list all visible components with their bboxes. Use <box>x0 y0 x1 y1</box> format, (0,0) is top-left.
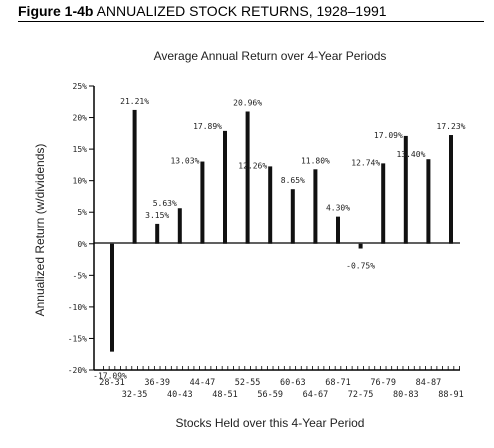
x-tick-label: 32-35 <box>122 390 148 400</box>
bar <box>155 223 160 244</box>
value-label: 17.09% <box>374 131 403 140</box>
value-label: -17.09% <box>93 372 127 381</box>
value-label: 20.96% <box>233 98 262 107</box>
bar <box>449 135 453 244</box>
y-tick-label: 15% <box>73 145 88 154</box>
y-axis-label: Annualized Return (w/dividends) <box>33 144 47 317</box>
value-label: 5.63% <box>153 199 177 208</box>
value-label: -0.75% <box>346 262 375 271</box>
y-tick-label: 10% <box>73 177 88 186</box>
value-label: 17.89% <box>193 122 222 131</box>
x-tick-label: 56-59 <box>257 390 283 400</box>
x-minor-ticks <box>103 366 460 370</box>
bar <box>403 135 408 244</box>
bar <box>223 130 227 244</box>
y-tick-label: -5% <box>73 271 88 280</box>
value-label: 13.03% <box>170 157 199 166</box>
y-tick-label: 20% <box>73 114 88 123</box>
x-tick-label: 52-55 <box>235 378 261 388</box>
figure-header: Figure 1-4b ANNUALIZED STOCK RETURNS, 19… <box>18 2 484 22</box>
y-tick-label: -10% <box>68 303 87 312</box>
x-tick-label: 64-67 <box>303 390 329 400</box>
y-ticks: 25% 20% 15% 10% 5% 0% -5% -10% -15% -20% <box>68 82 94 375</box>
value-label: 11.80% <box>301 156 330 165</box>
x-tick-label: 76-79 <box>370 378 396 388</box>
x-tick-label: 44-47 <box>190 378 216 388</box>
x-tick-label: 36-39 <box>144 378 170 388</box>
bar <box>177 208 182 244</box>
x-tick-label: 72-75 <box>348 390 374 400</box>
x-tick-label: 28-31 <box>99 378 125 388</box>
value-label: 12.26% <box>238 161 267 170</box>
chart-title: Average Annual Return over 4-Year Period… <box>154 49 387 63</box>
bar <box>268 166 273 244</box>
x-axis-label: Stocks Held over this 4-Year Period <box>176 416 365 430</box>
value-label: 4.30% <box>326 204 350 213</box>
bar <box>200 161 205 244</box>
value-label: 13.40% <box>396 150 425 159</box>
bar <box>110 243 114 352</box>
bar <box>313 169 318 244</box>
y-tick-label: 5% <box>77 208 87 217</box>
x-tick-label: 48-51 <box>212 390 238 400</box>
x-tick-label: 60-63 <box>280 378 306 388</box>
figure-label: Figure 1-4b <box>18 3 94 19</box>
bar <box>426 159 431 244</box>
bar <box>336 216 340 244</box>
x-tick-label: 88-91 <box>438 390 464 400</box>
figure-title-line: Figure 1-4b ANNUALIZED STOCK RETURNS, 19… <box>18 2 484 20</box>
bar <box>245 111 250 244</box>
bar <box>132 109 137 244</box>
value-label: 12.74% <box>351 158 380 167</box>
x-tick-label: 68-71 <box>325 378 351 388</box>
x-tick-labels: 28-31 32-35 36-39 40-43 44-47 48-51 52-55 56-59… <box>99 378 464 400</box>
bars <box>110 109 453 352</box>
title-rule <box>18 21 484 22</box>
y-tick-label: -20% <box>68 366 87 375</box>
figure-title: ANNUALIZED STOCK RETURNS, 1928–1991 <box>96 3 387 19</box>
y-tick-label: 25% <box>73 82 88 91</box>
x-tick-label: 84-87 <box>416 378 442 388</box>
value-labels: -17.09% 21.21% 3.15% 5.63% 13.03% 17.89% 20.96… <box>93 97 465 381</box>
y-tick-label: 0% <box>77 240 87 249</box>
value-label: 8.65% <box>281 176 305 185</box>
y-tick-label: -15% <box>68 334 87 343</box>
bar <box>381 163 386 244</box>
x-tick-label: 80-83 <box>393 390 419 400</box>
x-tick-label: 40-43 <box>167 390 193 400</box>
bar <box>358 243 363 249</box>
value-label: 17.23% <box>437 122 466 131</box>
bar <box>290 189 295 244</box>
value-label: 3.15% <box>145 211 169 220</box>
value-label: 21.21% <box>120 97 149 106</box>
